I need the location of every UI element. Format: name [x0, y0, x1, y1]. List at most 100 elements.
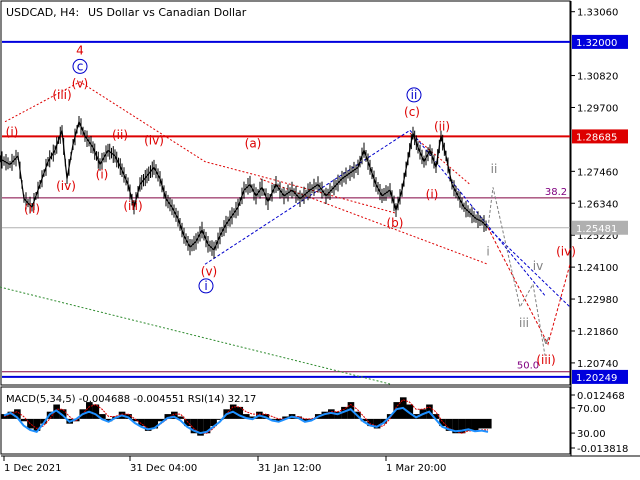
price-tag-label: 1.32000	[576, 38, 617, 49]
macd-bar	[393, 402, 401, 419]
macd-bar	[14, 409, 21, 419]
red-dotted-line	[4, 81, 396, 214]
macd-bar	[151, 418, 159, 429]
wave-label: iv	[533, 259, 543, 273]
macd-bar	[485, 418, 492, 429]
macd-bar	[406, 404, 414, 419]
macd-bar	[164, 414, 172, 419]
indicator-tick-label: 0.012468	[577, 391, 625, 402]
macd-bar	[334, 411, 342, 419]
time-tick-label: 31 Dec 04:00	[130, 463, 197, 474]
macd-bar	[373, 418, 381, 429]
wave-projections	[487, 187, 571, 356]
macd-bar	[171, 411, 178, 419]
price-tag-box	[572, 369, 628, 384]
rsi-line	[3, 406, 489, 435]
macd-bar	[197, 418, 204, 436]
macd-bar	[301, 418, 309, 422]
macd-bar	[40, 418, 47, 424]
price-tick-label: 1.24100	[577, 263, 618, 274]
wave-circle	[72, 58, 88, 74]
macd-bar	[27, 418, 34, 429]
price-tick-label: 1.29700	[577, 103, 618, 114]
price-series	[0, 116, 489, 259]
wave-label: (iii)	[52, 88, 71, 102]
projection-blue	[487, 227, 571, 308]
wave-label: (c)	[404, 105, 420, 119]
macd-bar	[177, 416, 185, 419]
macd-bar	[105, 418, 113, 422]
macd-bar	[190, 418, 198, 434]
price-tag-label: 1.20249	[576, 373, 617, 384]
macd-bar	[328, 409, 335, 419]
macd-bar	[138, 418, 145, 427]
fib-label: 50.0	[517, 361, 539, 372]
macd-bar	[360, 418, 368, 422]
indicator-tick-label: -0.013818	[577, 444, 628, 455]
macd-bar	[478, 418, 486, 429]
red-dotted-line	[409, 132, 471, 185]
wave-label: (v)	[201, 265, 217, 279]
price-tick-label: 1.20740	[577, 359, 618, 370]
macd-bar	[341, 406, 348, 419]
macd-bar	[269, 418, 276, 420]
macd-bar	[236, 406, 244, 419]
macd-bar	[243, 414, 250, 419]
wave-label: ii	[491, 162, 498, 176]
wave-circle	[198, 278, 214, 294]
wave-label: i	[486, 245, 489, 259]
macd-bar	[432, 414, 440, 419]
time-tick-label: 1 Mar 20:00	[386, 463, 446, 474]
macd-signal-line	[3, 399, 488, 434]
macd-bar	[33, 418, 41, 431]
macd-rsi-indicator	[1, 397, 492, 436]
wave-label: (iii)	[536, 353, 555, 367]
macd-bar	[282, 416, 289, 419]
macd-bar	[210, 418, 217, 427]
price-tick-label: 1.27460	[577, 167, 618, 178]
wave-label: v	[542, 333, 549, 347]
green-dotted-line	[0, 286, 391, 385]
macd-bar	[144, 418, 152, 431]
price-tick-label: 1.33060	[577, 8, 618, 19]
price-tag-box	[572, 129, 628, 144]
macd-bar	[99, 414, 106, 419]
wave-label: (iv)	[556, 245, 576, 259]
time-axis-ticks: 1 Dec 2021 31 Dec 04:00 31 Jan 12:00 1 Mar …	[1, 455, 640, 474]
wave-label: (ii)	[112, 128, 128, 142]
wave-label: i	[204, 279, 207, 293]
wave-label: (i)	[426, 188, 439, 202]
level-price-tags: 1.32000 1.28685 1.25481 1.20249	[572, 34, 628, 384]
wave-label: (iii)	[123, 199, 142, 213]
price-tag-label: 1.28685	[576, 132, 617, 143]
wave-label: (a)	[245, 136, 262, 150]
chart-description: US Dollar vs Canadian Dollar	[88, 6, 247, 19]
macd-bar	[275, 418, 283, 422]
macd-bar	[367, 418, 374, 427]
wave-label: (ii)	[24, 202, 40, 216]
wave-label: (iv)	[56, 179, 76, 193]
indicator-tick-label: 70.00	[577, 404, 606, 415]
wave-label: (b)	[387, 216, 404, 230]
horizontal-levels	[2, 40, 570, 378]
price-tick-label: 1.26340	[577, 199, 618, 210]
wave-label: (i)	[96, 168, 109, 182]
price-tick-label: 1.30820	[577, 72, 618, 83]
macd-bar	[439, 418, 446, 427]
wave-label: (ii)	[434, 119, 450, 133]
macd-bar	[249, 416, 257, 419]
price-axis-ticks: 1.33060 1.30820 1.29700 1.27460 1.26340 1.252…	[571, 8, 618, 370]
macd-bar	[445, 418, 453, 431]
wave-label: (iv)	[144, 134, 164, 148]
price-tick-label: 1.22980	[577, 295, 618, 306]
macd-bar	[7, 411, 15, 419]
macd-bar	[471, 418, 479, 431]
macd-bar	[216, 418, 224, 420]
wave-label: ii	[411, 88, 418, 102]
macd-bar	[465, 418, 472, 431]
wave-label: 4	[76, 44, 84, 58]
indicator-tick-label: 30.00	[577, 429, 606, 440]
price-tag-label: 1.25481	[576, 224, 617, 235]
time-tick-label: 1 Dec 2021	[4, 463, 62, 474]
